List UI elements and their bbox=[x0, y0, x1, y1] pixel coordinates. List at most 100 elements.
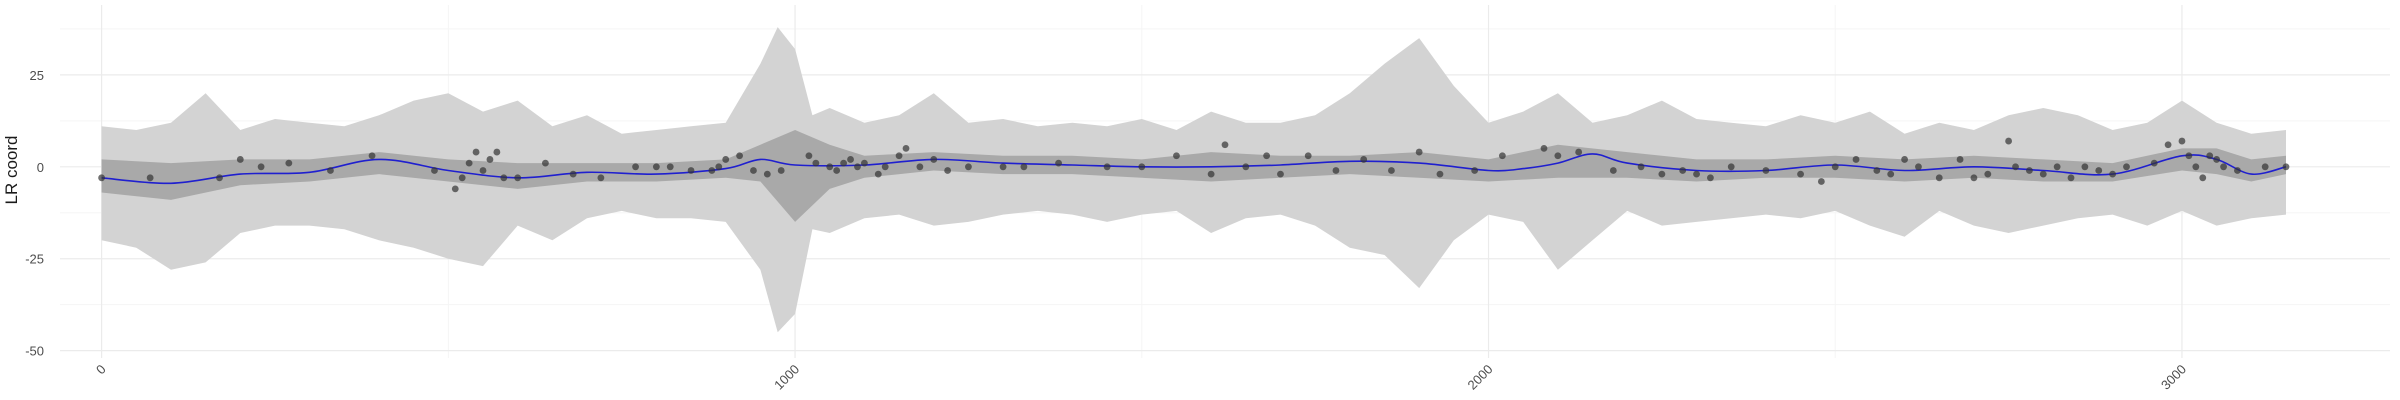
data-point-1 bbox=[146, 174, 154, 182]
y-tick-label-1: -25 bbox=[25, 252, 44, 267]
data-point-8 bbox=[431, 167, 438, 174]
data-point-86 bbox=[1935, 174, 1943, 182]
data-point-73 bbox=[1679, 167, 1687, 174]
data-point-4 bbox=[257, 163, 265, 171]
data-point-56 bbox=[1242, 163, 1250, 171]
data-point-46 bbox=[944, 167, 952, 174]
data-point-55 bbox=[1221, 141, 1229, 149]
data-point-51 bbox=[1103, 163, 1111, 171]
data-point-90 bbox=[2005, 137, 2013, 145]
data-point-104 bbox=[2192, 163, 2200, 171]
y-axis-title: LR coord bbox=[2, 136, 21, 205]
data-point-5 bbox=[285, 159, 293, 167]
data-point-84 bbox=[1901, 156, 1908, 163]
data-point-19 bbox=[569, 170, 577, 178]
data-point-41 bbox=[881, 163, 889, 171]
data-point-69 bbox=[1575, 148, 1583, 156]
data-point-61 bbox=[1360, 156, 1368, 163]
data-point-63 bbox=[1415, 148, 1423, 156]
data-point-92 bbox=[2026, 167, 2033, 174]
x-tick-label-3: 3000 bbox=[2158, 362, 2189, 393]
data-point-24 bbox=[687, 167, 695, 174]
data-point-87 bbox=[1956, 156, 1964, 163]
data-point-110 bbox=[2261, 163, 2269, 171]
data-point-99 bbox=[2123, 163, 2130, 171]
data-point-34 bbox=[826, 163, 834, 171]
data-point-98 bbox=[2109, 170, 2117, 178]
inner-confidence-band bbox=[101, 130, 2286, 222]
data-point-43 bbox=[902, 145, 910, 152]
data-point-10 bbox=[458, 174, 466, 182]
data-point-64 bbox=[1436, 170, 1444, 178]
data-point-111 bbox=[2282, 163, 2290, 171]
data-point-20 bbox=[597, 174, 605, 182]
data-point-57 bbox=[1263, 152, 1271, 160]
data-point-94 bbox=[2053, 163, 2061, 171]
data-point-50 bbox=[1055, 159, 1062, 167]
data-point-96 bbox=[2081, 163, 2089, 171]
data-point-15 bbox=[493, 148, 501, 156]
data-point-53 bbox=[1173, 152, 1180, 160]
y-axis-ticks: -50 -25 0 25 bbox=[25, 68, 44, 359]
data-point-101 bbox=[2164, 141, 2172, 149]
data-point-49 bbox=[1020, 163, 1028, 171]
inner-band-area bbox=[101, 130, 2286, 222]
data-point-77 bbox=[1762, 167, 1770, 174]
data-point-38 bbox=[854, 163, 861, 171]
data-point-48 bbox=[999, 163, 1007, 171]
data-point-97 bbox=[2095, 167, 2103, 174]
data-point-71 bbox=[1637, 163, 1645, 171]
x-tick-label-2: 2000 bbox=[1465, 362, 1496, 393]
x-tick-label-0: 0 bbox=[93, 362, 109, 378]
data-point-91 bbox=[2012, 163, 2019, 171]
data-point-12 bbox=[472, 148, 480, 156]
data-point-66 bbox=[1498, 152, 1506, 160]
y-tick-label-3: 25 bbox=[30, 68, 44, 83]
data-point-85 bbox=[1915, 163, 1922, 171]
x-tick-label-1: 1000 bbox=[771, 362, 802, 393]
data-point-102 bbox=[2178, 137, 2186, 145]
data-point-32 bbox=[805, 152, 813, 160]
data-point-78 bbox=[1797, 170, 1804, 178]
data-point-59 bbox=[1304, 152, 1312, 160]
data-point-74 bbox=[1693, 170, 1700, 178]
trend-series bbox=[101, 153, 2287, 185]
data-point-0 bbox=[98, 174, 106, 182]
data-point-81 bbox=[1852, 156, 1860, 163]
data-point-68 bbox=[1554, 152, 1562, 160]
data-point-11 bbox=[465, 159, 473, 167]
data-point-23 bbox=[666, 163, 674, 171]
data-point-70 bbox=[1609, 167, 1617, 174]
data-point-65 bbox=[1471, 167, 1479, 174]
data-point-60 bbox=[1332, 167, 1340, 174]
data-point-58 bbox=[1277, 170, 1284, 178]
data-point-21 bbox=[632, 163, 639, 171]
data-point-40 bbox=[874, 170, 882, 178]
data-point-3 bbox=[236, 156, 244, 163]
data-point-95 bbox=[2067, 174, 2075, 182]
y-tick-label-2: 0 bbox=[37, 160, 44, 175]
data-point-54 bbox=[1207, 170, 1215, 178]
data-point-33 bbox=[812, 159, 820, 167]
data-point-88 bbox=[1970, 174, 1978, 182]
data-point-106 bbox=[2206, 152, 2214, 160]
data-point-39 bbox=[861, 159, 868, 167]
data-point-83 bbox=[1887, 170, 1895, 178]
data-point-80 bbox=[1831, 163, 1839, 171]
data-point-30 bbox=[763, 170, 771, 178]
trend-line bbox=[101, 153, 2287, 185]
data-point-13 bbox=[479, 167, 487, 174]
data-point-52 bbox=[1138, 163, 1146, 171]
data-point-107 bbox=[2213, 156, 2221, 163]
data-point-35 bbox=[833, 167, 841, 174]
x-axis-ticks: 0 1000 2000 3000 bbox=[93, 362, 2189, 393]
data-point-108 bbox=[2220, 163, 2227, 171]
data-point-45 bbox=[930, 156, 938, 163]
data-point-9 bbox=[451, 185, 459, 193]
data-point-22 bbox=[652, 163, 660, 171]
data-point-16 bbox=[500, 174, 508, 182]
data-point-36 bbox=[840, 159, 848, 167]
data-point-47 bbox=[965, 163, 972, 171]
data-point-109 bbox=[2234, 167, 2241, 174]
